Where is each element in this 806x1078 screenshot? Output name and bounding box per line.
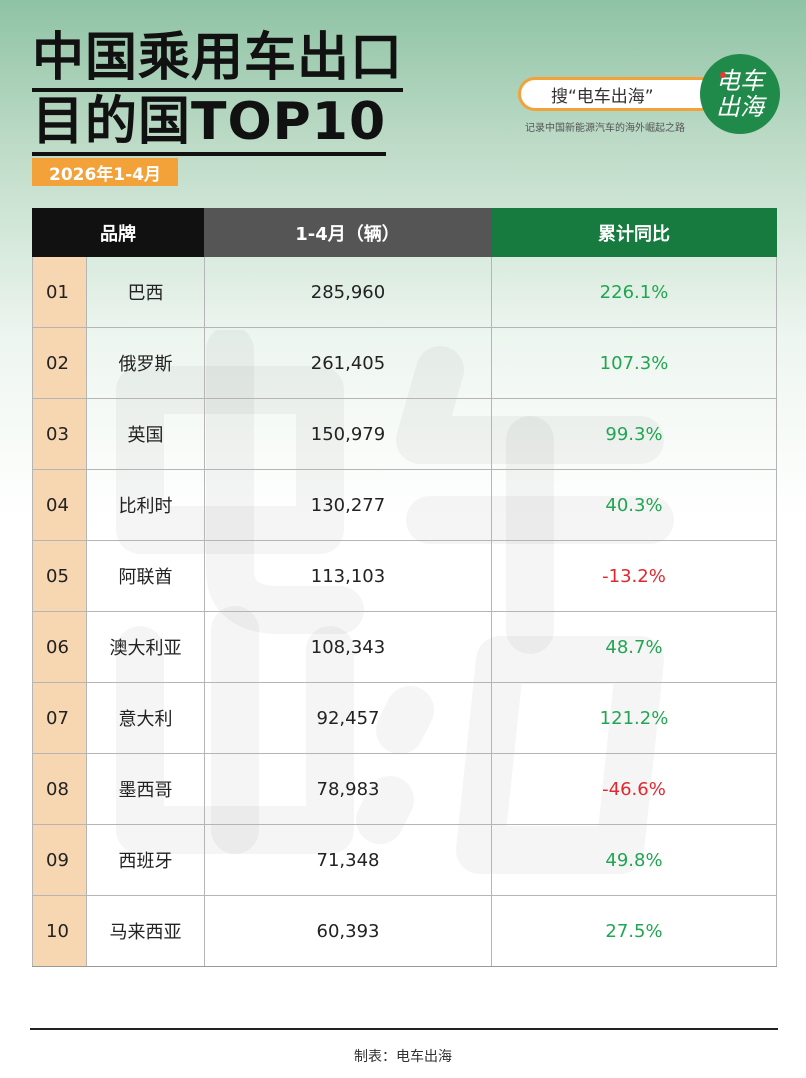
country-cell: 比利时 [86,470,204,540]
rank-cell: 08 [32,754,86,824]
country-cell: 意大利 [86,683,204,753]
yoy-cell: 107.3% [491,328,777,398]
page-title-line-2: 目的国TOP10 [32,92,387,156]
table-row: 07 意大利 92,457 121.2% [32,683,777,754]
rank-cell: 10 [32,896,86,966]
ranking-table: 品牌 1-4月（辆） 累计同比 01 巴西 285,960 226.1% 02 俄罗斯 26… [32,208,777,967]
yoy-cell: -46.6% [491,754,777,824]
footer-credit: 制表：电车出海 [354,1049,452,1065]
yoy-cell: -13.2% [491,541,777,611]
volume-cell: 130,277 [204,470,491,540]
volume-cell: 113,103 [204,541,491,611]
country-cell: 英国 [86,399,204,469]
table-row: 03 英国 150,979 99.3% [32,399,777,470]
country-cell: 墨西哥 [86,754,204,824]
rank-cell: 05 [32,541,86,611]
volume-cell: 285,960 [204,257,491,327]
yoy-cell: 99.3% [491,399,777,469]
yoy-cell: 40.3% [491,470,777,540]
rank-cell: 02 [32,328,86,398]
brand-logo: 电车 出海 [700,54,780,134]
logo-line-2: 出海 [716,93,764,121]
logo-dot-icon [720,72,726,78]
yoy-cell: 226.1% [491,257,777,327]
volume-cell: 92,457 [204,683,491,753]
country-cell: 马来西亚 [86,896,204,966]
table-row: 08 墨西哥 78,983 -46.6% [32,754,777,825]
table-body: 01 巴西 285,960 226.1% 02 俄罗斯 261,405 107.3% 03 英国 1… [32,257,777,967]
rank-cell: 06 [32,612,86,682]
header-yoy: 累计同比 [491,208,777,257]
rank-cell: 04 [32,470,86,540]
page-title-line-1: 中国乘用车出口 [32,28,404,92]
table-row: 02 俄罗斯 261,405 107.3% [32,328,777,399]
footer-divider [30,1028,778,1030]
rank-cell: 09 [32,825,86,895]
volume-cell: 78,983 [204,754,491,824]
country-cell: 俄罗斯 [86,328,204,398]
table-row: 01 巴西 285,960 226.1% [32,257,777,328]
search-pill: 搜“电车出海” [518,77,718,111]
yoy-cell: 49.8% [491,825,777,895]
volume-cell: 71,348 [204,825,491,895]
search-pill-label: 搜“电车出海” [551,86,654,107]
yoy-cell: 27.5% [491,896,777,966]
volume-cell: 108,343 [204,612,491,682]
table-row: 05 阿联酋 113,103 -13.2% [32,541,777,612]
rank-cell: 03 [32,399,86,469]
volume-cell: 261,405 [204,328,491,398]
rank-cell: 07 [32,683,86,753]
table-row: 09 西班牙 71,348 49.8% [32,825,777,896]
header-volume: 1-4月（辆） [204,208,491,257]
rank-cell: 01 [32,257,86,327]
country-cell: 巴西 [86,257,204,327]
table-row: 10 马来西亚 60,393 27.5% [32,896,777,967]
country-cell: 西班牙 [86,825,204,895]
yoy-cell: 121.2% [491,683,777,753]
volume-cell: 150,979 [204,399,491,469]
slogan: 记录中国新能源汽车的海外崛起之路 [525,123,685,134]
header-country: 品牌 [32,208,204,257]
table-row: 06 澳大利亚 108,343 48.7% [32,612,777,683]
yoy-cell: 48.7% [491,612,777,682]
volume-cell: 60,393 [204,896,491,966]
table-row: 04 比利时 130,277 40.3% [32,470,777,541]
country-cell: 澳大利亚 [86,612,204,682]
date-badge: 2026年1-4月 [32,158,178,186]
table-header: 品牌 1-4月（辆） 累计同比 [32,208,777,257]
country-cell: 阿联酋 [86,541,204,611]
